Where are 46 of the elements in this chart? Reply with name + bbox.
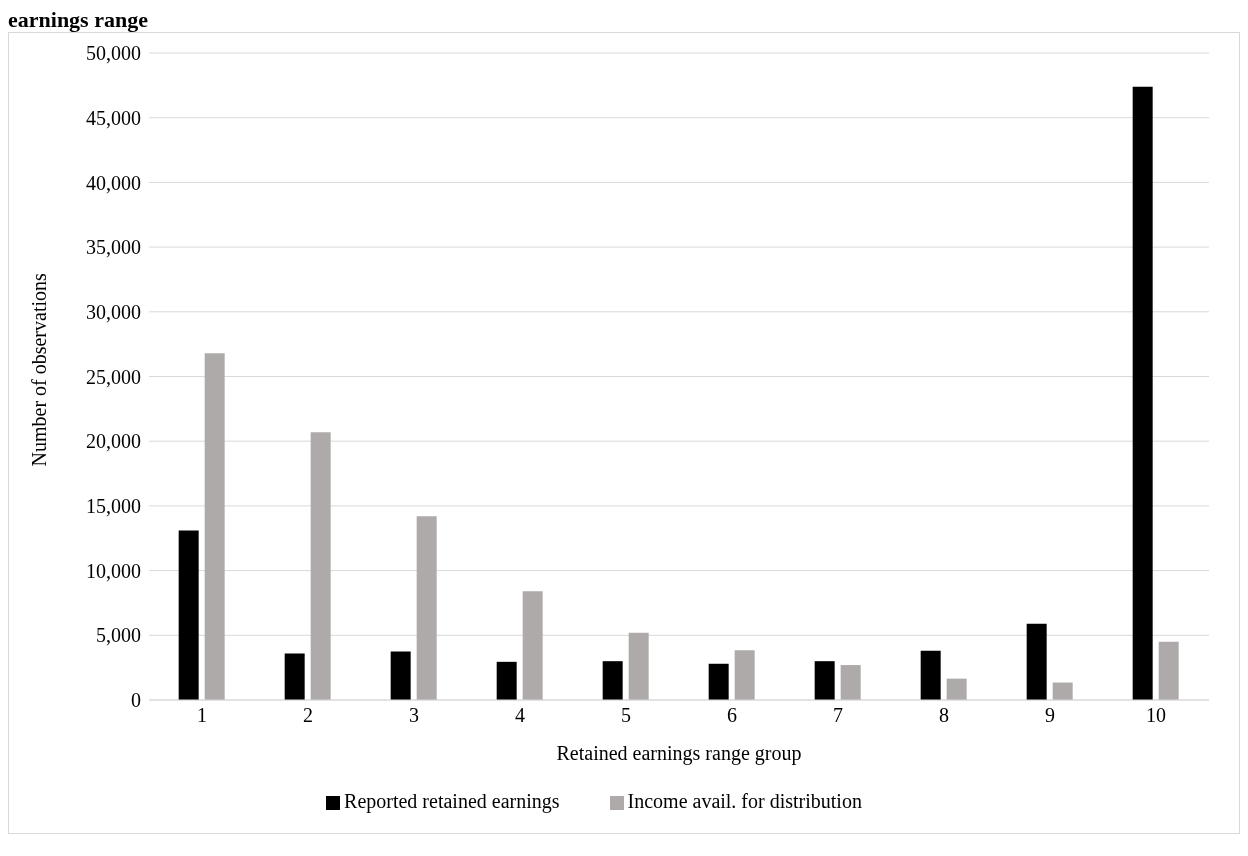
bar (204, 353, 225, 700)
x-tick-label: 8 (939, 704, 949, 727)
y-tick-label: 15,000 (86, 495, 141, 517)
x-tick-label: 4 (515, 704, 525, 727)
x-tick-label: 2 (303, 704, 313, 727)
bar (284, 653, 305, 700)
bar (1026, 623, 1047, 700)
x-tick-label: 6 (727, 704, 737, 727)
chart-title: earnings range (8, 7, 149, 32)
y-tick-label: 35,000 (86, 236, 141, 259)
x-tick-label: 1 (197, 704, 207, 727)
bar (602, 661, 623, 700)
bar (734, 650, 755, 700)
x-tick-label: 7 (833, 704, 843, 727)
bar (522, 591, 543, 700)
x-tick-label: 9 (1045, 704, 1055, 727)
x-tick-label: 5 (621, 704, 631, 727)
legend-label: Income avail. for distribution (627, 790, 862, 812)
bar (628, 632, 649, 700)
y-tick-label: 45,000 (86, 106, 141, 129)
legend-label: Reported retained earnings (344, 790, 560, 812)
y-tick-label: 20,000 (86, 430, 141, 453)
bar (708, 663, 729, 700)
y-axis-title: Number of observations (28, 272, 51, 467)
bar (946, 678, 967, 700)
bar (496, 661, 517, 700)
bar (1158, 641, 1179, 700)
bar (840, 665, 861, 700)
y-tick-label: 25,000 (86, 365, 141, 388)
bar (390, 651, 411, 700)
bar (814, 661, 835, 700)
y-tick-label: 0 (131, 689, 141, 712)
bar (920, 650, 941, 700)
bar (416, 516, 437, 700)
bar (310, 432, 331, 700)
bar (178, 530, 199, 700)
y-tick-label: 5,000 (96, 624, 141, 647)
x-tick-label: 10 (1146, 704, 1166, 727)
y-tick-label: 30,000 (86, 300, 141, 323)
x-tick-label: 3 (409, 704, 419, 727)
y-tick-label: 40,000 (86, 171, 141, 194)
y-tick-label: 50,000 (86, 42, 141, 65)
bar (1052, 682, 1073, 700)
y-tick-label: 10,000 (86, 559, 141, 582)
x-axis-title: Retained earnings range group (556, 742, 802, 765)
bar (1132, 86, 1153, 700)
